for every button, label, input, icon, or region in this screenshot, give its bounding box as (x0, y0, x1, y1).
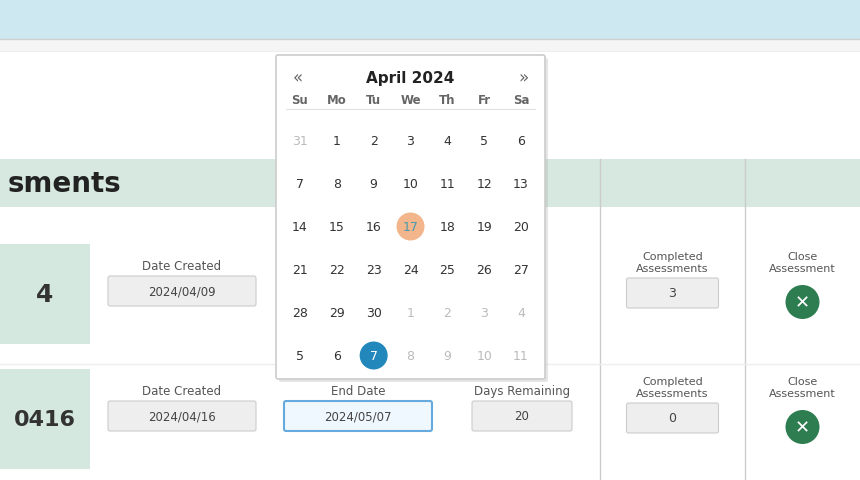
FancyBboxPatch shape (0, 244, 90, 344)
Circle shape (785, 286, 820, 319)
FancyBboxPatch shape (0, 40, 860, 52)
Text: Date Created: Date Created (143, 384, 222, 397)
FancyBboxPatch shape (472, 401, 572, 431)
Text: 0416: 0416 (14, 409, 76, 429)
Text: 19: 19 (476, 220, 492, 233)
Text: 5: 5 (480, 135, 488, 148)
Text: 1: 1 (407, 306, 415, 319)
Text: 20: 20 (513, 220, 529, 233)
Text: 28: 28 (292, 306, 308, 319)
Circle shape (359, 342, 388, 370)
Text: 5: 5 (296, 349, 304, 362)
FancyBboxPatch shape (0, 160, 860, 207)
Text: sments: sments (8, 169, 122, 198)
Circle shape (785, 410, 820, 444)
Text: 27: 27 (513, 264, 529, 276)
Text: 20: 20 (514, 409, 530, 422)
FancyBboxPatch shape (626, 403, 718, 433)
Text: 29: 29 (329, 306, 345, 319)
Text: 2024/05/07: 2024/05/07 (324, 409, 392, 422)
Text: 30: 30 (366, 306, 382, 319)
Text: Date Created: Date Created (143, 260, 222, 273)
Text: 18: 18 (439, 220, 455, 233)
FancyBboxPatch shape (626, 278, 718, 308)
Text: 21: 21 (292, 264, 308, 276)
Text: 4: 4 (36, 282, 53, 306)
Text: 15: 15 (329, 220, 345, 233)
Text: 3: 3 (480, 306, 488, 319)
Text: 6: 6 (517, 135, 525, 148)
Text: 3: 3 (407, 135, 415, 148)
Text: 14: 14 (292, 220, 308, 233)
Text: Days Remaining: Days Remaining (474, 384, 570, 397)
FancyBboxPatch shape (0, 369, 90, 469)
Text: 13: 13 (513, 178, 529, 191)
Text: 12: 12 (476, 178, 492, 191)
Text: «: « (293, 69, 303, 87)
Text: 23: 23 (366, 264, 382, 276)
Text: 24: 24 (402, 264, 418, 276)
FancyBboxPatch shape (0, 52, 860, 480)
Text: 11: 11 (513, 349, 529, 362)
Text: 22: 22 (329, 264, 345, 276)
Text: »: » (518, 69, 528, 87)
Text: ✕: ✕ (795, 293, 810, 312)
Text: Close
Assessment: Close Assessment (769, 251, 836, 274)
Text: 10: 10 (402, 178, 419, 191)
Text: Mo: Mo (327, 93, 347, 106)
Text: 2: 2 (370, 135, 378, 148)
Circle shape (396, 213, 425, 241)
Text: 4: 4 (517, 306, 525, 319)
Text: Completed
Assessments: Completed Assessments (636, 376, 709, 398)
FancyBboxPatch shape (108, 401, 256, 431)
Text: 31: 31 (292, 135, 308, 148)
Text: 8: 8 (333, 178, 341, 191)
FancyBboxPatch shape (276, 56, 545, 379)
Text: 3: 3 (668, 287, 677, 300)
Text: Su: Su (292, 93, 309, 106)
Text: ✕: ✕ (795, 418, 810, 436)
Text: 17: 17 (402, 220, 419, 233)
Text: Sa: Sa (513, 93, 529, 106)
Text: 8: 8 (407, 349, 415, 362)
Text: 25: 25 (439, 264, 455, 276)
Text: 7: 7 (370, 349, 378, 362)
Text: 0: 0 (668, 412, 677, 425)
FancyBboxPatch shape (279, 59, 548, 382)
Text: 9: 9 (370, 178, 378, 191)
Text: Th: Th (439, 93, 456, 106)
Text: Tu: Tu (366, 93, 381, 106)
Text: Completed
Assessments: Completed Assessments (636, 251, 709, 274)
Text: Close
Assessment: Close Assessment (769, 376, 836, 398)
Text: 4: 4 (444, 135, 452, 148)
Text: 10: 10 (476, 349, 492, 362)
Text: 7: 7 (296, 178, 304, 191)
Text: End Date: End Date (331, 384, 385, 397)
Text: 11: 11 (439, 178, 455, 191)
Text: 16: 16 (366, 220, 382, 233)
Text: 26: 26 (476, 264, 492, 276)
FancyBboxPatch shape (0, 0, 860, 40)
Text: 6: 6 (333, 349, 341, 362)
Text: We: We (400, 93, 421, 106)
Text: 1: 1 (333, 135, 341, 148)
Text: April 2024: April 2024 (366, 71, 455, 85)
Text: 2: 2 (444, 306, 452, 319)
Text: 2024/04/16: 2024/04/16 (148, 409, 216, 422)
Text: 2024/04/09: 2024/04/09 (148, 285, 216, 298)
FancyBboxPatch shape (284, 401, 432, 431)
Text: Fr: Fr (477, 93, 491, 106)
FancyBboxPatch shape (108, 276, 256, 306)
Text: 9: 9 (444, 349, 452, 362)
